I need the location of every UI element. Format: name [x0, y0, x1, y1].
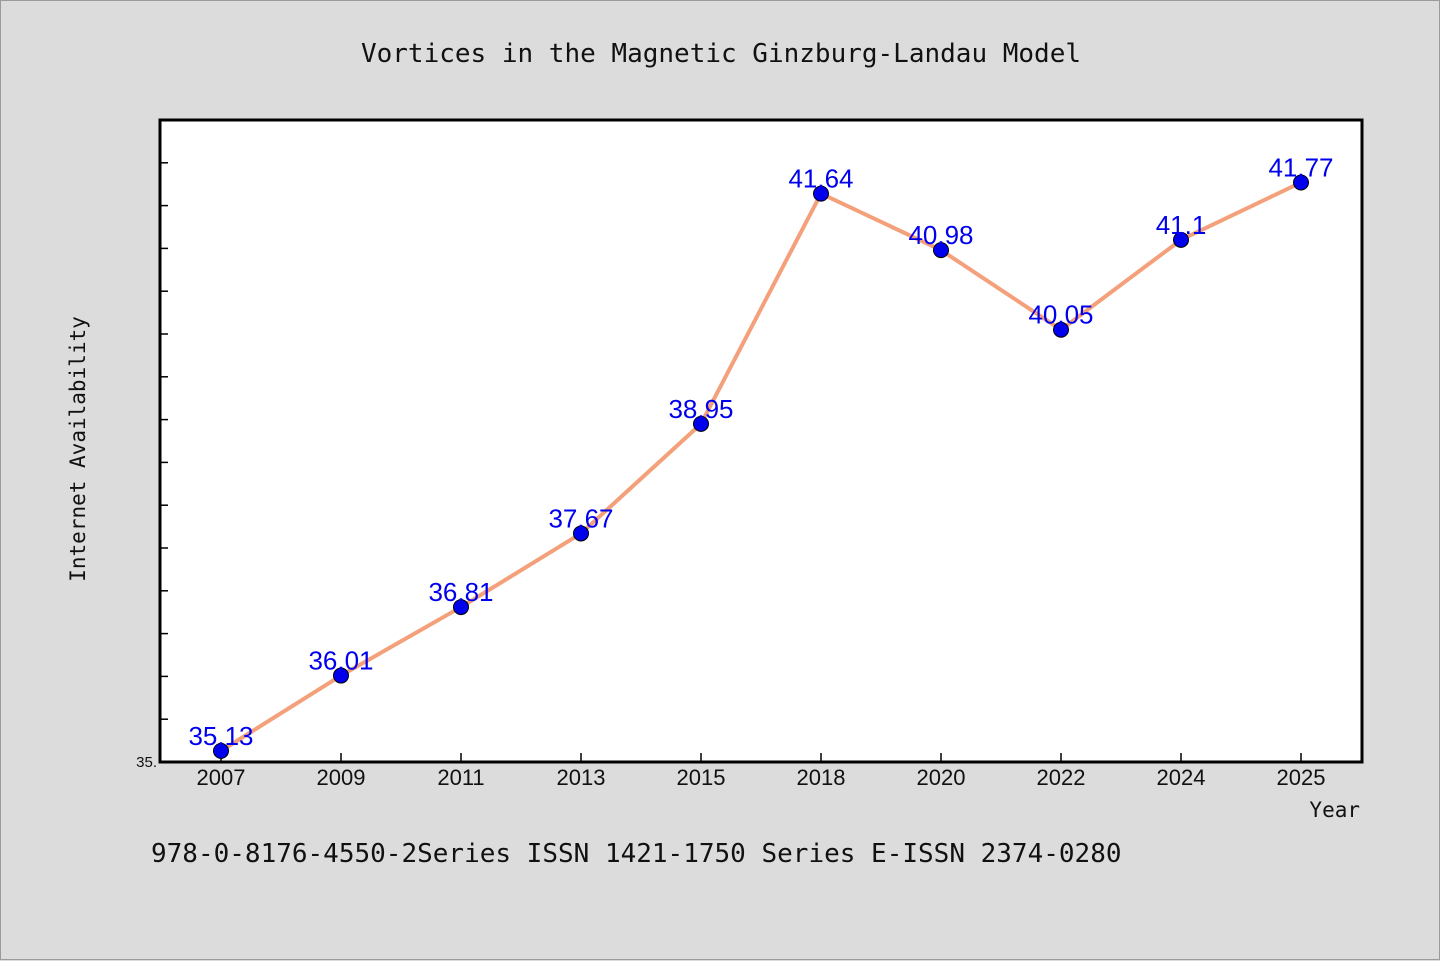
- y-axis-title: Internet Availability: [66, 316, 90, 582]
- footer-isbn-issn: 978-0-8176-4550-2Series ISSN 1421-1750 S…: [151, 839, 1122, 869]
- x-tick-label-2013: 2013: [557, 765, 606, 790]
- chart-title: Vortices in the Magnetic Ginzburg-Landau…: [361, 39, 1081, 69]
- x-tick-label-2022: 2022: [1037, 765, 1086, 790]
- x-tick-label-2015: 2015: [677, 765, 726, 790]
- x-axis-ticks: 2007 2009 2011 2013 2015 2018 2020 2022 2024 2025: [197, 753, 1326, 790]
- data-label-2011: 36.81: [428, 577, 493, 607]
- data-label-2024: 41.1: [1156, 210, 1207, 240]
- x-tick-label-2009: 2009: [317, 765, 366, 790]
- y-tick-label-min: 35.: [136, 754, 157, 771]
- x-tick-label-2025: 2025: [1277, 765, 1326, 790]
- x-tick-label-2024: 2024: [1157, 765, 1206, 790]
- x-tick-label-2020: 2020: [917, 765, 966, 790]
- data-point-2011: [453, 599, 469, 616]
- data-label-2018: 41.64: [788, 164, 853, 194]
- x-tick-label-2011: 2011: [437, 765, 484, 790]
- data-point-2022: [1053, 321, 1069, 338]
- plot-area: [158, 118, 1364, 764]
- series-data-labels: 35.13 36.01 36.81 37.67 38.95 41.64 40.98 40.05…: [188, 152, 1333, 750]
- data-label-2015: 38.95: [668, 394, 733, 424]
- x-axis-title: Year: [1309, 798, 1360, 822]
- x-tick-label-2018: 2018: [797, 765, 846, 790]
- data-point-2015: [693, 415, 709, 432]
- data-label-2025: 41.77: [1268, 152, 1333, 182]
- series-points: [213, 174, 1309, 759]
- data-label-2020: 40.98: [908, 220, 973, 250]
- data-point-2013: [573, 525, 589, 542]
- y-axis-ticks: [160, 119, 168, 763]
- data-label-2009: 36.01: [308, 646, 373, 676]
- data-point-2018: [813, 185, 829, 202]
- series-polyline: [219, 180, 1302, 753]
- data-label-2022: 40.05: [1028, 300, 1093, 330]
- data-point-2007: [213, 742, 229, 759]
- data-point-2025: [1293, 174, 1309, 191]
- data-point-2024: [1173, 231, 1189, 248]
- data-label-2013: 37.67: [548, 503, 613, 533]
- data-point-2020: [933, 242, 949, 259]
- data-label-2007: 35.13: [188, 721, 253, 751]
- series-line: [219, 180, 1302, 753]
- data-point-2009: [333, 667, 349, 684]
- x-tick-label-2007: 2007: [197, 765, 246, 790]
